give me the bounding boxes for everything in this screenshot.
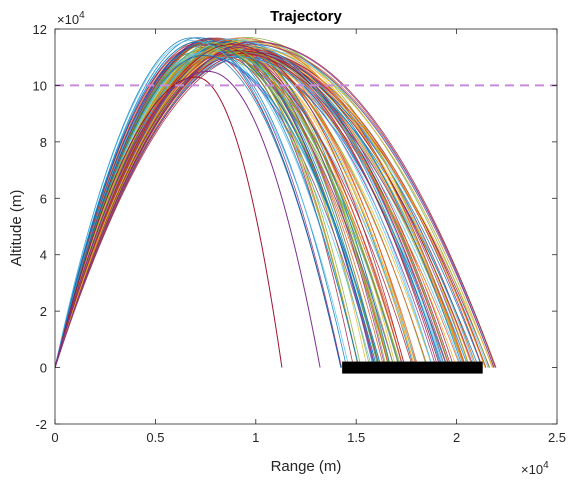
- chart-title: Trajectory: [270, 8, 342, 25]
- trajectory-line: [55, 51, 451, 368]
- trajectory-line: [55, 43, 495, 368]
- x-tick-label: 2.5: [548, 430, 566, 445]
- trajectory-line: [55, 37, 467, 368]
- trajectory-line: [55, 38, 446, 368]
- plot-area: [55, 37, 557, 374]
- trajectory-line-outlier: [55, 76, 283, 368]
- trajectory-line: [55, 45, 359, 368]
- y-tick-label: 10: [33, 78, 47, 93]
- axes: 0 0.5 1 1.5 2 2.5 -2 0 2 4 6 8 10 12: [33, 22, 567, 445]
- trajectory-line: [55, 46, 469, 368]
- y-tick-label: 2: [40, 304, 47, 319]
- y-axis-label: Altitude (m): [8, 190, 25, 267]
- trajectory-line: [55, 43, 406, 368]
- x-tick-label: 1.5: [347, 430, 365, 445]
- y-tick-label: -2: [35, 417, 47, 432]
- trajectory-line: [55, 50, 475, 368]
- axes-box: [54, 28, 558, 425]
- y-tick-label: 0: [40, 361, 47, 376]
- trajectory-line: [55, 40, 350, 368]
- y-tick-label: 12: [33, 22, 47, 37]
- y-tick-label: 4: [40, 248, 47, 263]
- trajectory-line: [55, 41, 495, 368]
- trajectory-line: [55, 46, 469, 368]
- x-axis-exponent: ×104: [521, 460, 549, 477]
- target-band: [342, 361, 483, 374]
- x-axis-label: Range (m): [271, 458, 342, 475]
- x-tick-label: 0.5: [146, 430, 164, 445]
- trajectory-line: [55, 43, 476, 368]
- x-tick-label: 1: [252, 430, 259, 445]
- y-axis-exponent: ×104: [57, 10, 85, 27]
- y-tick-label: 8: [40, 135, 47, 150]
- y-tick-label: 6: [40, 191, 47, 206]
- x-tick-label: 0: [51, 430, 58, 445]
- trajectory-line: [55, 53, 382, 368]
- trajectory-line-outlier: [55, 70, 321, 368]
- x-tick-label: 2: [453, 430, 460, 445]
- trajectory-line: [55, 37, 360, 368]
- trajectory-line: [55, 54, 474, 368]
- trajectory-line: [55, 55, 480, 368]
- trajectory-line: [55, 55, 382, 368]
